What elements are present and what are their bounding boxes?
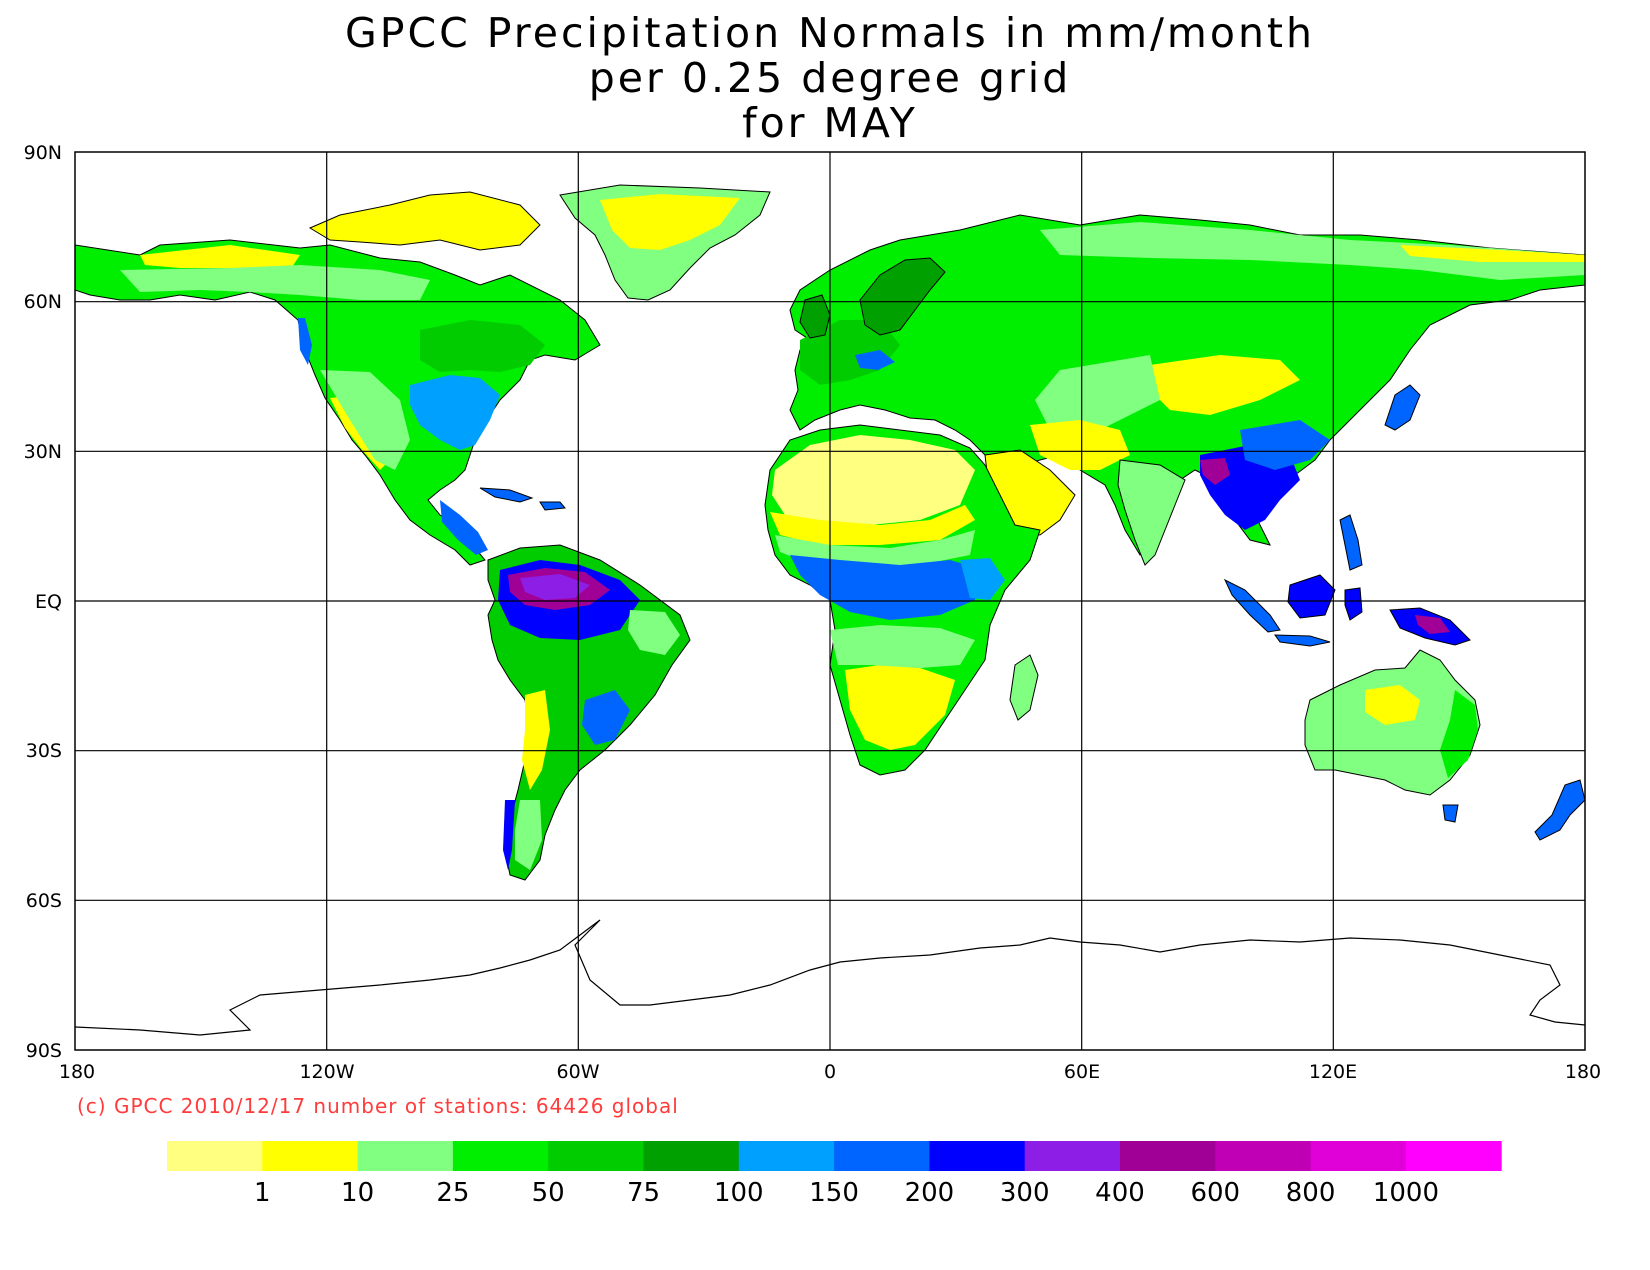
legend-label: 10 — [341, 1178, 374, 1208]
northeast-forest — [420, 320, 545, 372]
southern-brazil-wet — [582, 690, 630, 745]
map-title-line-3: for MAY — [742, 99, 918, 147]
legend-swatch — [167, 1141, 263, 1171]
sulawesi-island — [1344, 587, 1363, 621]
central-america-wet — [440, 500, 488, 555]
central-asia-dry — [1150, 355, 1300, 415]
legend-swatch — [1405, 1141, 1502, 1171]
australia-interior-dry — [1365, 685, 1420, 725]
legend-label: 100 — [714, 1178, 764, 1208]
chile-south-wet — [503, 800, 515, 870]
sumatra-island — [1223, 578, 1281, 633]
lat-tick-label: 60N — [24, 291, 62, 313]
middle-east-dry — [1030, 420, 1130, 470]
lon-tick-label: 0 — [824, 1061, 836, 1083]
lon-tick-label: 120W — [299, 1061, 354, 1083]
latitude-labels: 90N 60N 30N EQ 30S 60S 90S — [24, 142, 62, 1062]
lon-tick-label: 120E — [1309, 1061, 1357, 1083]
north-america-northern-dry-band — [140, 245, 300, 270]
southern-africa-dry — [845, 665, 955, 750]
lat-tick-label: 30S — [26, 740, 62, 762]
southern-africa-grass — [830, 625, 975, 668]
antarctica-coastline — [75, 919, 1585, 1036]
legend-swatch — [452, 1141, 549, 1171]
british-isles — [799, 294, 831, 339]
map-frame — [74, 151, 1586, 1051]
legend-swatch — [1215, 1141, 1312, 1171]
lat-tick-label: 60S — [26, 890, 62, 912]
legend-swatch — [548, 1141, 644, 1171]
bangladesh-very-wet — [1200, 458, 1230, 485]
new-zealand-islands — [1534, 779, 1585, 841]
sahara-dry — [772, 435, 975, 525]
greenland-interior-dry — [600, 194, 740, 250]
alps-wet — [855, 350, 895, 370]
legend-swatch — [357, 1141, 454, 1171]
lon-tick-label: 60W — [557, 1061, 600, 1083]
java-island — [1274, 634, 1331, 647]
legend-label: 800 — [1286, 1178, 1336, 1208]
legend-swatch — [1120, 1141, 1216, 1171]
new-guinea-very-wet — [1415, 615, 1450, 634]
color-legend: 1 10 25 50 75 100 150 200 300 400 600 800 1000 — [167, 1141, 1502, 1208]
legend-label: 300 — [1000, 1178, 1050, 1208]
india-landmass — [1117, 459, 1186, 566]
lon-tick-label: 180 — [59, 1061, 95, 1083]
hispaniola-island — [539, 501, 566, 511]
sahara-fringe — [770, 505, 975, 545]
philippines-islands — [1339, 514, 1363, 571]
south-china-wet — [1240, 420, 1330, 470]
pacific-northwest — [298, 318, 312, 365]
longitude-labels: 180 120W 60W 0 60E 120E 180 — [59, 1061, 1601, 1083]
legend-swatch — [262, 1141, 359, 1171]
map-title-line-2: per 0.25 degree grid — [589, 54, 1071, 102]
lon-tick-label: 60E — [1064, 1061, 1100, 1083]
eastern-us-wet-zone — [410, 375, 500, 450]
legend-label: 1 — [254, 1178, 271, 1208]
legend-label: 200 — [905, 1178, 955, 1208]
central-asia-steppe — [1035, 355, 1160, 440]
legend-label: 25 — [436, 1178, 469, 1208]
legend-swatch — [643, 1141, 740, 1171]
legend-label: 50 — [532, 1178, 565, 1208]
legend-swatch — [1024, 1141, 1121, 1171]
siberia-tundra — [1040, 222, 1585, 280]
legend-label: 75 — [627, 1178, 660, 1208]
lon-tick-label: 180 — [1565, 1061, 1601, 1083]
australia-east-coast — [1440, 690, 1478, 778]
northeast-brazil-dry — [628, 610, 680, 655]
source-credit: (c) GPCC 2010/12/17 number of stations: … — [77, 1094, 679, 1118]
canadian-arctic-islands — [308, 191, 541, 251]
map-title-line-1: GPCC Precipitation Normals in mm/month — [345, 9, 1315, 57]
amazon-wettest-core — [520, 574, 590, 600]
legend-swatch — [1310, 1141, 1407, 1171]
japan-islands — [1384, 384, 1421, 431]
tasmania-island — [1442, 804, 1459, 823]
legend-swatch — [929, 1141, 1026, 1171]
legend-swatch — [834, 1141, 930, 1171]
lat-tick-label: 90N — [24, 142, 62, 164]
andes-dry-zone — [522, 690, 550, 790]
legend-swatch — [738, 1141, 835, 1171]
siberia-arctic-dry — [1400, 245, 1585, 262]
legend-label: 600 — [1190, 1178, 1240, 1208]
madagascar — [1009, 654, 1039, 721]
lat-tick-label: 90S — [26, 1040, 62, 1062]
scandinavia — [859, 257, 946, 336]
east-africa-highlands — [960, 558, 1005, 600]
legend-label: 1000 — [1373, 1178, 1439, 1208]
patagonia-dry — [515, 800, 542, 870]
legend-label: 150 — [809, 1178, 859, 1208]
north-america-plains — [320, 370, 410, 470]
lat-tick-label: 30N — [24, 441, 62, 463]
north-america-tundra — [120, 265, 430, 300]
lat-tick-label: EQ — [35, 591, 62, 613]
cuba-island — [479, 487, 534, 503]
map-land-layer — [75, 184, 1585, 1036]
borneo-island — [1287, 574, 1336, 619]
graticule — [75, 152, 1585, 1050]
legend-label: 400 — [1095, 1178, 1145, 1208]
central-africa-wet — [790, 555, 985, 620]
